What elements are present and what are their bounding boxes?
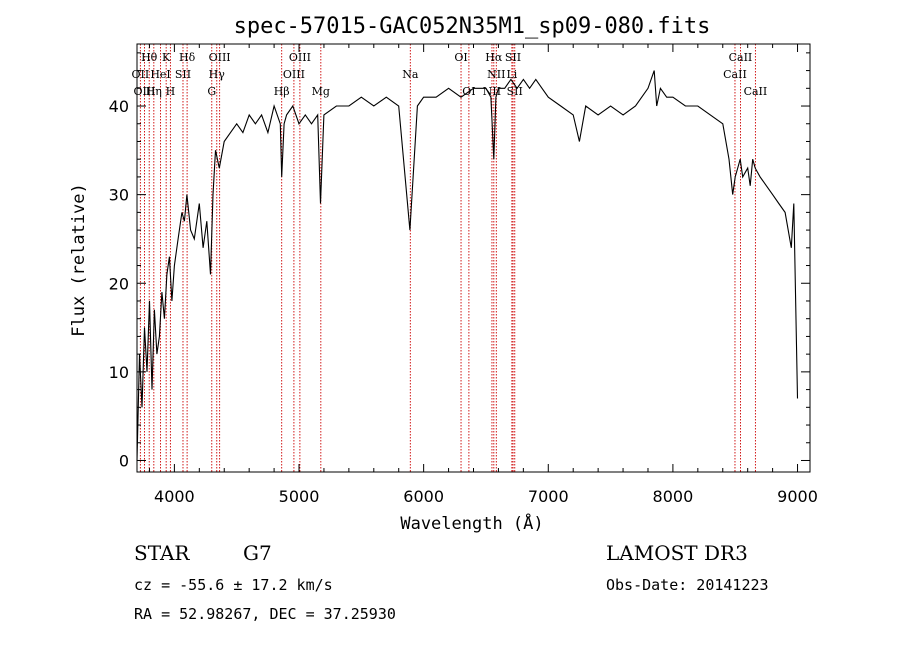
line-label: Hδ [179, 51, 196, 64]
x-tick-label: 7000 [528, 487, 569, 506]
line-label: NII [487, 68, 505, 81]
y-tick-label: 10 [109, 363, 129, 382]
coordinates-readout: RA = 52.98267, DEC = 37.25930 [134, 605, 396, 623]
y-axis-label: Flux (relative) [69, 183, 89, 337]
line-label: SII [175, 68, 191, 81]
redshift-readout: cz = -55.6 ± 17.2 km/s [134, 576, 333, 594]
line-label: OII [132, 68, 150, 81]
line-label: Hθ [141, 51, 158, 64]
line-label: HeI [150, 68, 170, 81]
line-label: SII [507, 85, 523, 98]
line-label: OIII [289, 51, 311, 64]
line-label: Li [506, 68, 517, 81]
line-label: CaII [744, 85, 768, 98]
spectrum-series-line [136, 70, 799, 461]
x-tick-label: 6000 [403, 487, 444, 506]
x-axis-ticks: 4000 5000 6000 7000 8000 9000 [148, 44, 818, 506]
y-tick-label: 0 [119, 451, 129, 470]
object-subclass: G7 [243, 541, 272, 565]
line-label: Hη [146, 85, 162, 98]
line-label: G [207, 85, 216, 98]
line-label: NII [483, 85, 501, 98]
line-label: K [162, 51, 171, 64]
line-label: Na [402, 68, 419, 81]
y-tick-label: 20 [109, 274, 129, 293]
line-label: OIII [209, 51, 231, 64]
line-label: CaII [723, 68, 747, 81]
line-label: SII [505, 51, 521, 64]
line-label: Mg [312, 85, 330, 98]
observation-date: Obs-Date: 20141223 [606, 576, 769, 594]
x-axis-label: Wavelength (Å) [400, 512, 543, 534]
y-axis-ticks: 0 10 20 30 40 [109, 52, 810, 470]
line-label: OIII [283, 68, 305, 81]
line-label: Hα [485, 51, 503, 64]
plot-frame [136, 43, 811, 473]
line-label: Hβ [274, 85, 290, 98]
y-tick-label: 40 [109, 97, 129, 116]
line-label: H [166, 85, 176, 98]
emission-line-markers [139, 44, 756, 472]
chart-title: spec-57015-GAC052N35M1_sp09-080.fits [234, 14, 711, 39]
x-tick-label: 9000 [777, 487, 818, 506]
line-label: OI [454, 51, 467, 64]
object-class: STAR [134, 541, 190, 565]
x-tick-label: 8000 [653, 487, 694, 506]
x-tick-label: 5000 [279, 487, 320, 506]
x-tick-label: 4000 [154, 487, 195, 506]
survey-name: LAMOST DR3 [606, 541, 748, 565]
line-label: Hγ [209, 68, 226, 81]
y-tick-label: 30 [109, 186, 129, 205]
line-label: CaII [729, 51, 753, 64]
